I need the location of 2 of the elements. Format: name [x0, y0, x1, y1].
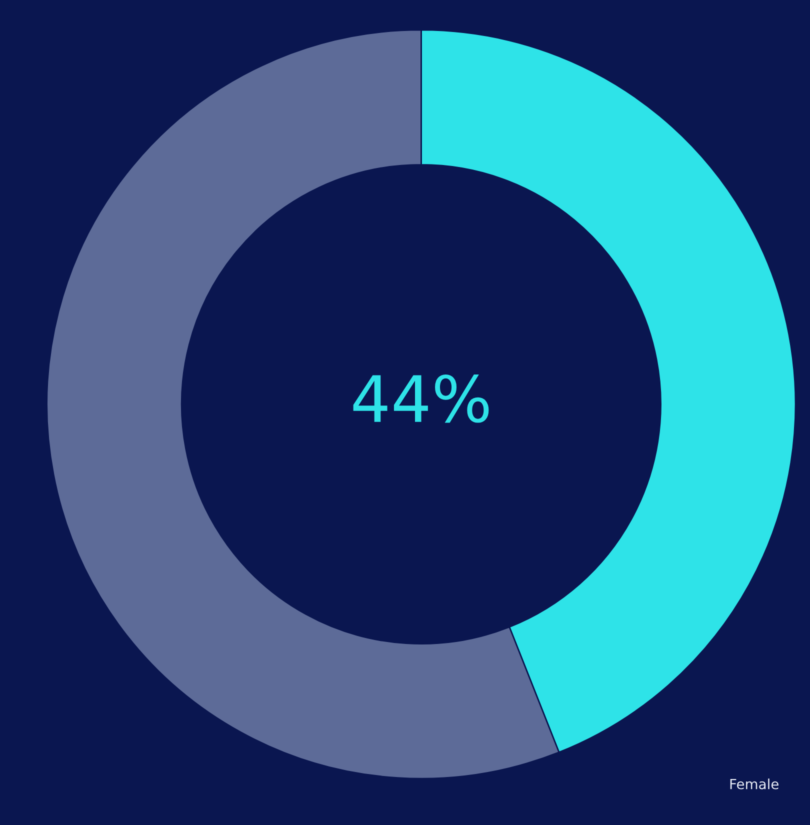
text: 44% [353, 374, 489, 423]
text: Female [730, 778, 778, 790]
